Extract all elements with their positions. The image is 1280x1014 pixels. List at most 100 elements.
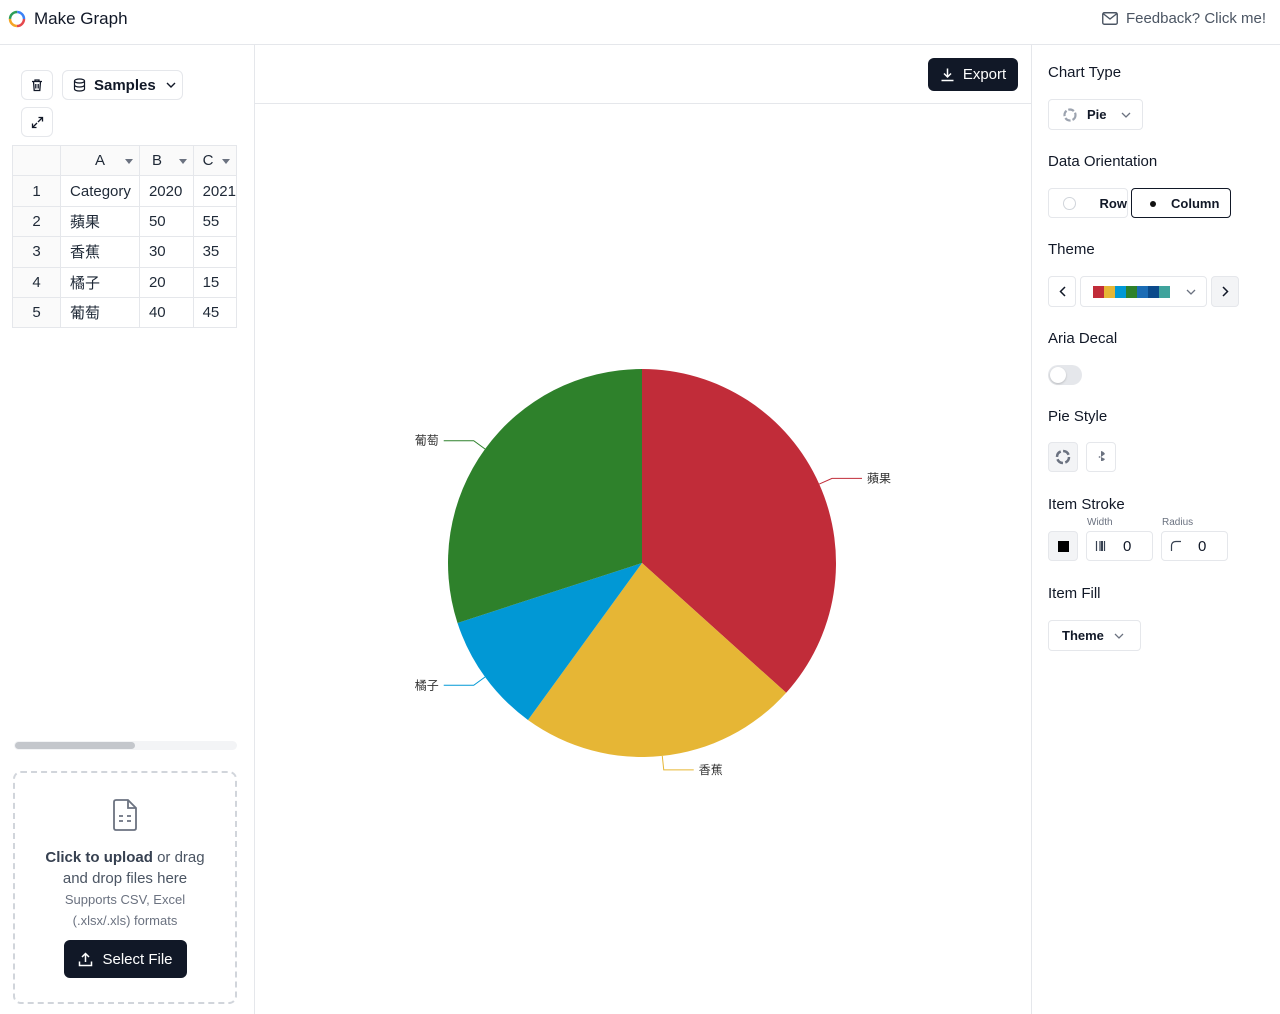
table-cell[interactable]: 葡萄 [60,296,140,328]
database-icon [73,78,86,92]
chevron-down-icon [1186,289,1196,295]
settings-panel: Chart Type Pie Data Orientation Row Colu… [1031,45,1280,1014]
upload-icon [79,951,93,966]
column-label: Column [1171,195,1220,211]
supported-formats: Supports CSV, Excel (.xlsx/.xls) formats [15,889,235,931]
chart-type-value: Pie [1087,107,1107,122]
scrollbar-thumb[interactable] [15,742,135,749]
table-row: 1 Category 2020 2021 [12,175,237,207]
stroke-radius-input[interactable]: 0 [1161,531,1228,561]
label-leader-line [443,676,486,686]
drop-files-text: and drop files here [62,870,188,887]
radio-column[interactable] [1146,196,1159,210]
table-cell[interactable]: 橘子 [60,266,140,298]
row-label: Row [1099,195,1127,211]
download-icon [941,68,954,82]
stroke-color-picker[interactable] [1048,531,1078,561]
samples-dropdown[interactable]: Samples [62,70,183,100]
item-fill-label: Item Fill [1048,585,1101,602]
chevron-down-icon [1121,112,1130,118]
radio-row[interactable] [1063,196,1076,210]
column-header-c[interactable]: C [192,145,237,177]
supports-line-1: Supports CSV, Excel [64,892,186,907]
theme-select[interactable] [1080,276,1207,307]
theme-prev-button[interactable] [1048,276,1076,307]
table-cell[interactable]: 香蕉 [60,236,140,268]
trash-icon [32,79,42,92]
delete-data-button[interactable] [21,70,53,100]
column-header-b[interactable]: B [138,145,194,177]
table-cell[interactable]: 蘋果 [60,205,140,238]
select-file-button[interactable]: Select File [64,940,187,978]
row-number: 4 [12,266,62,298]
table-cell[interactable]: 35 [192,236,237,268]
table-row: 2 蘋果 50 55 [12,205,237,238]
table-cell[interactable]: 40 [138,296,194,328]
theme-swatches [1093,285,1170,298]
theme-label: Theme [1048,241,1095,258]
table-cell[interactable]: 2021 [192,175,237,207]
theme-swatch [1126,285,1137,298]
slice-label: 蘋果 [867,471,891,485]
caret-down-icon[interactable] [178,159,187,164]
table-cell[interactable]: Category [60,175,140,207]
pie-slice[interactable] [642,369,836,693]
table-cell[interactable]: 20 [138,266,194,298]
table-cell[interactable]: 55 [192,205,237,238]
theme-swatch [1104,285,1115,298]
export-button[interactable]: Export [928,58,1018,91]
aria-decal-toggle[interactable] [1048,365,1082,385]
spreadsheet[interactable]: A B C 1 Category 2020 2021 2 蘋果 50 55 [12,145,237,328]
pie-slice[interactable] [527,563,787,757]
row-number: 3 [12,236,62,268]
theme-swatch [1159,285,1170,298]
chevron-down-icon [166,82,176,88]
theme-swatch [1137,285,1148,298]
horizontal-scrollbar[interactable] [14,741,237,750]
theme-next-button[interactable] [1211,276,1239,307]
expand-sheet-button[interactable] [21,107,53,137]
table-cell[interactable]: 2020 [138,175,194,207]
data-orientation-label: Data Orientation [1048,153,1158,170]
chart-type-select[interactable]: Pie [1048,99,1143,130]
donut-style-icon [1055,449,1071,465]
stroke-width-input[interactable]: 0 [1086,531,1153,561]
pie-style-label: Pie Style [1048,408,1108,425]
feedback-link[interactable]: Feedback? Click me! [1101,10,1266,27]
upload-dropzone[interactable]: Click to upload or drag and drop files h… [13,771,237,1004]
slice-label: 葡萄 [415,434,439,448]
caret-down-icon[interactable] [124,159,133,164]
corner-radius-icon [1170,540,1181,551]
pie-style-rose-button[interactable] [1086,442,1116,472]
table-cell[interactable]: 45 [192,296,237,328]
caret-down-icon[interactable] [222,159,230,164]
row-number: 5 [12,296,62,328]
table-cell[interactable]: 15 [192,266,237,298]
column-header-a[interactable]: A [60,145,140,177]
pie-style-donut-button[interactable] [1048,442,1078,472]
theme-swatch [1093,285,1104,298]
chart-toolbar: Export [255,45,1031,104]
table-cell[interactable]: 30 [138,236,194,268]
item-fill-select[interactable]: Theme [1048,620,1141,651]
orientation-row-option[interactable]: Row [1048,188,1128,218]
stroke-width-value: 0 [1123,537,1132,555]
table-row: 4 橘子 20 15 [12,266,237,298]
samples-label: Samples [94,76,156,94]
mail-icon [1101,12,1118,25]
chevron-down-icon [1114,633,1124,639]
pie-chart-icon [1063,107,1077,122]
click-to-upload-text[interactable]: Click to upload [45,849,153,866]
chart-type-label: Chart Type [1048,64,1122,81]
pie-slice[interactable] [457,563,642,720]
row-number: 1 [12,175,62,207]
sheet-corner [12,145,62,177]
table-cell[interactable]: 50 [138,205,194,238]
expand-icon [31,116,43,128]
chevron-left-icon [1058,286,1066,297]
chevron-right-icon [1221,286,1229,297]
orientation-column-option[interactable]: Column [1131,188,1231,218]
column-a-label: A [94,152,105,170]
pie-slice[interactable] [448,369,642,623]
